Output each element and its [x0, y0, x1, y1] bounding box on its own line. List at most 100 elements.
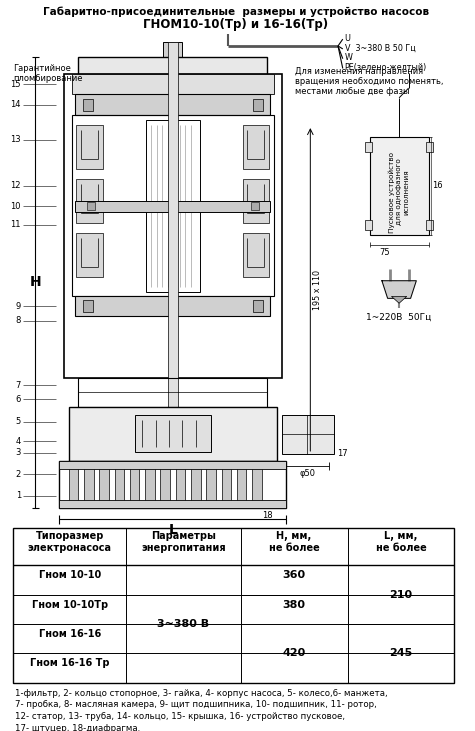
Bar	[76, 232, 103, 277]
Text: 14: 14	[10, 100, 21, 109]
Text: 3: 3	[16, 448, 21, 458]
Bar	[76, 296, 270, 316]
Bar	[146, 121, 200, 292]
Bar	[114, 469, 124, 500]
Bar	[365, 220, 372, 230]
Text: W: W	[345, 53, 352, 62]
Text: Типоразмер
электронасоса: Типоразмер электронасоса	[28, 531, 112, 553]
Bar	[76, 94, 270, 115]
Text: 2: 2	[16, 470, 21, 479]
Bar	[59, 500, 286, 508]
Text: 17- штуцер, 18-диафрагма.: 17- штуцер, 18-диафрагма.	[15, 724, 141, 731]
Bar	[163, 42, 182, 57]
Text: 13: 13	[10, 135, 21, 145]
Bar	[426, 220, 434, 230]
Bar	[365, 142, 372, 151]
Text: Н, мм,
не более: Н, мм, не более	[269, 531, 320, 553]
Text: ГНОМ10-10(Тр) и 16-16(Тр): ГНОМ10-10(Тр) и 16-16(Тр)	[143, 18, 328, 31]
Bar	[69, 469, 78, 500]
Text: 12: 12	[10, 181, 21, 190]
Bar	[76, 179, 103, 223]
Bar	[206, 469, 216, 500]
Bar	[72, 75, 274, 94]
Bar	[72, 115, 274, 296]
Bar	[87, 202, 95, 211]
Bar	[426, 142, 434, 151]
Text: L, мм,
не более: L, мм, не более	[376, 531, 427, 553]
Text: 75: 75	[379, 249, 389, 257]
Text: 4: 4	[16, 436, 21, 446]
Bar	[243, 179, 269, 223]
Text: 18: 18	[263, 511, 273, 520]
Bar	[243, 125, 269, 170]
Bar	[78, 57, 267, 75]
Text: 380: 380	[283, 599, 305, 610]
Bar	[161, 469, 170, 500]
Bar	[69, 407, 277, 461]
Text: Гном 10-10: Гном 10-10	[38, 570, 101, 580]
Bar	[13, 529, 455, 683]
Text: Пусковое устройство
для однофазного
исполнения: Пусковое устройство для однофазного испо…	[389, 151, 409, 232]
Text: 210: 210	[390, 590, 413, 599]
Bar	[76, 125, 103, 170]
Bar	[78, 378, 267, 407]
Bar	[253, 99, 263, 110]
Text: 420: 420	[283, 648, 306, 659]
Text: 6: 6	[16, 395, 21, 404]
Bar	[282, 414, 334, 454]
Bar	[83, 99, 93, 110]
Bar	[252, 469, 262, 500]
Bar	[251, 202, 259, 211]
Text: Гном 10-10Тр: Гном 10-10Тр	[32, 599, 108, 610]
Bar	[243, 232, 269, 277]
Text: Параметры
энергопитания: Параметры энергопитания	[141, 531, 226, 553]
Bar	[221, 469, 231, 500]
Bar	[59, 461, 286, 508]
Bar	[84, 469, 94, 500]
Text: 16: 16	[433, 181, 443, 190]
Text: φ50: φ50	[299, 469, 315, 477]
Text: Для изменения направления
вращения необходимо поменять,
местами любые две фазы: Для изменения направления вращения необх…	[295, 67, 444, 96]
Bar	[159, 57, 187, 64]
Text: 3~380 В: 3~380 В	[157, 619, 209, 629]
Bar	[176, 469, 185, 500]
Text: 11: 11	[10, 221, 21, 230]
Text: 15: 15	[10, 80, 21, 88]
Bar	[370, 137, 429, 235]
Bar	[99, 469, 109, 500]
Text: 1~220В  50Гц: 1~220В 50Гц	[367, 313, 432, 322]
Text: U: U	[345, 34, 351, 42]
Bar	[191, 469, 200, 500]
Text: Гном 16-16 Тр: Гном 16-16 Тр	[30, 659, 109, 668]
Text: 10: 10	[10, 202, 21, 211]
Bar	[253, 300, 263, 312]
Text: 360: 360	[283, 570, 305, 580]
Text: 7- пробка, 8- масляная камера, 9- щит подшипника, 10- подшипник, 11- ротор,: 7- пробка, 8- масляная камера, 9- щит по…	[15, 700, 377, 709]
Polygon shape	[382, 281, 416, 298]
Text: 12- статор, 13- труба, 14- кольцо, 15- крышка, 16- устройство пусковое,: 12- статор, 13- труба, 14- кольцо, 15- к…	[15, 712, 345, 721]
Bar	[83, 300, 93, 312]
Text: V  3~380 В 50 Гц: V 3~380 В 50 Гц	[345, 43, 416, 53]
Text: 245: 245	[390, 648, 413, 659]
Text: Н: Н	[29, 275, 41, 289]
Text: 5: 5	[16, 417, 21, 426]
Text: Гном 16-16: Гном 16-16	[38, 629, 101, 639]
Bar	[237, 469, 247, 500]
Bar	[134, 414, 211, 452]
Text: PE(зелено-желтый): PE(зелено-желтый)	[345, 63, 427, 72]
Bar	[76, 200, 270, 212]
Polygon shape	[391, 296, 407, 303]
Bar	[145, 469, 155, 500]
Bar	[59, 461, 286, 469]
Text: L: L	[169, 523, 177, 537]
Text: 17: 17	[337, 449, 348, 458]
Bar	[130, 469, 140, 500]
Bar	[64, 75, 282, 378]
Text: Гарантийное
пломбирование: Гарантийное пломбирование	[13, 64, 83, 83]
Text: 1: 1	[16, 491, 21, 501]
Text: 195 x 110: 195 x 110	[313, 270, 322, 309]
Text: Габаритно-присоединительные  размеры и устройство насосов: Габаритно-присоединительные размеры и ус…	[43, 7, 429, 18]
Bar	[168, 42, 178, 436]
Text: 9: 9	[16, 302, 21, 311]
Text: 1-фильтр, 2- кольцо стопорное, 3- гайка, 4- корпус насоса, 5- колесо,6- манжета,: 1-фильтр, 2- кольцо стопорное, 3- гайка,…	[15, 689, 388, 697]
